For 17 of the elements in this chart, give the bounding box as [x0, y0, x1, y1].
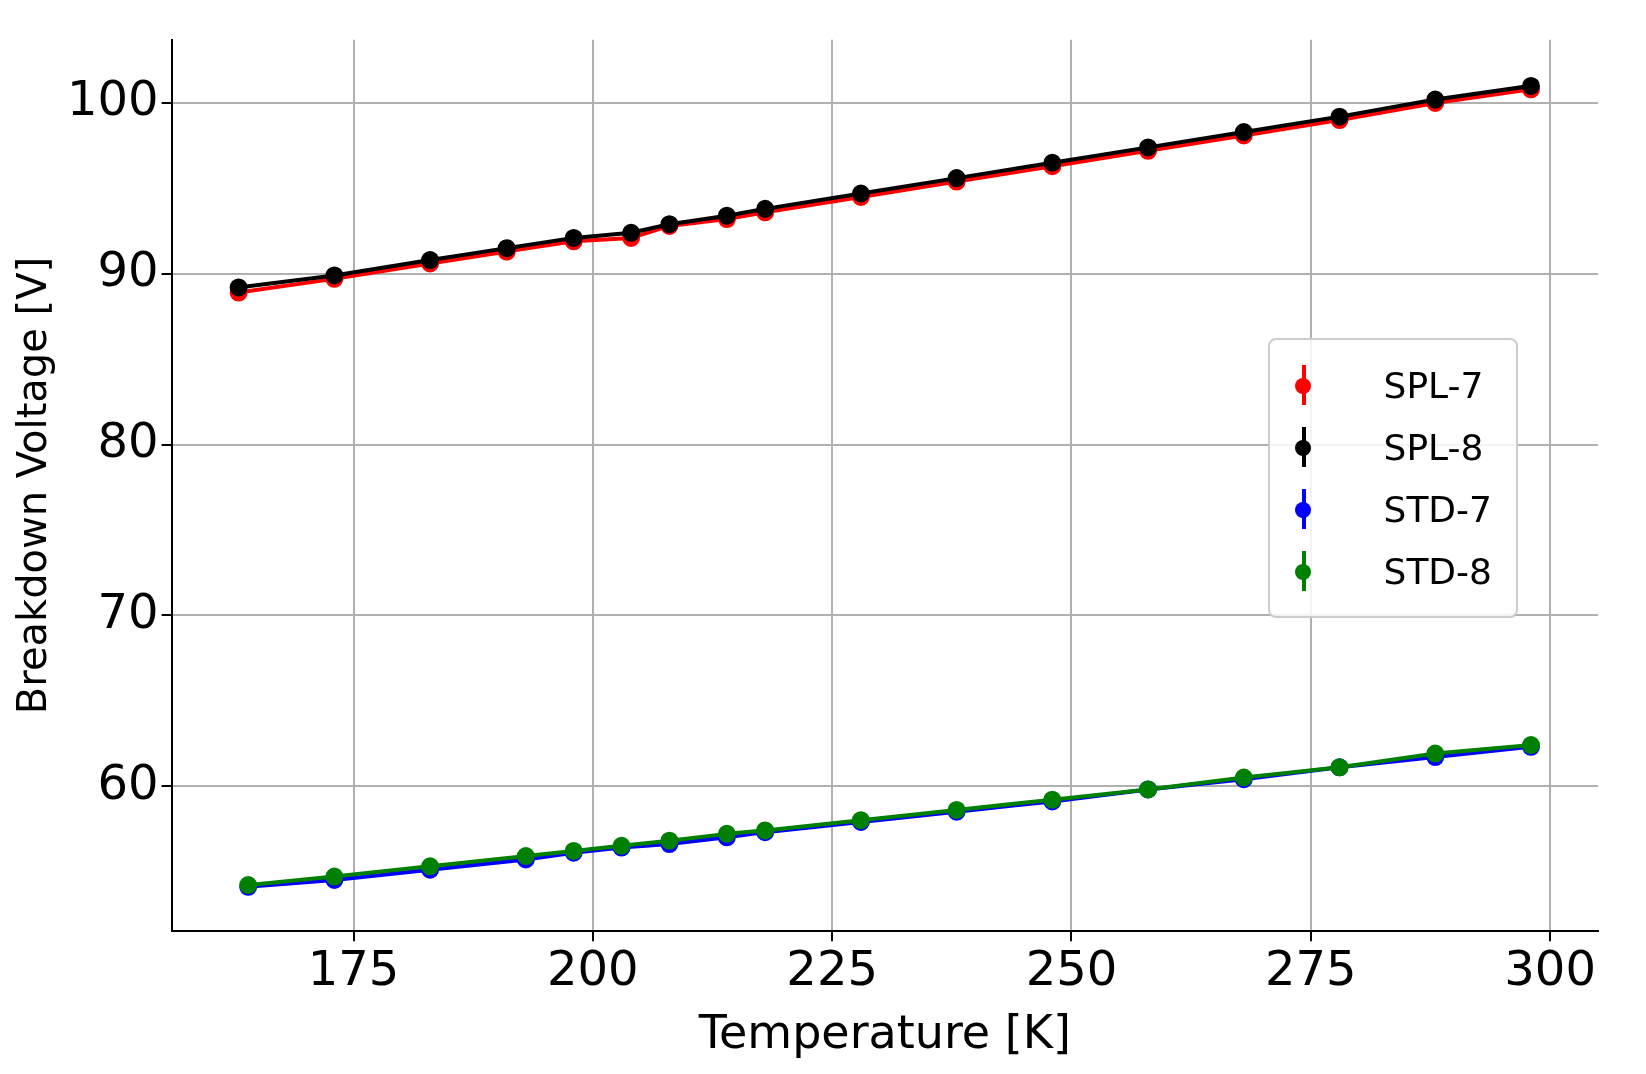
legend-label: SPL-7 — [1383, 364, 1484, 406]
y-tick-label: 90 — [97, 241, 159, 298]
y-axis-title: Breakdown Voltage [V] — [9, 256, 56, 715]
y-tick-label: 80 — [97, 411, 159, 468]
y-tick-label: 60 — [97, 753, 159, 810]
legend-label: STD-7 — [1383, 488, 1492, 530]
x-tick-label: 225 — [786, 940, 878, 997]
x-axis-title: Temperature [K] — [697, 1005, 1071, 1060]
x-tick-label: 200 — [547, 940, 639, 997]
legend-label: STD-8 — [1383, 550, 1492, 592]
legend-label: SPL-8 — [1383, 426, 1484, 468]
x-tick-label: 250 — [1025, 940, 1118, 997]
x-tick-label: 300 — [1504, 940, 1596, 997]
y-tick-label: 100 — [66, 70, 159, 127]
y-tick-label: 70 — [97, 582, 159, 639]
x-tick-label: 175 — [307, 940, 400, 997]
x-tick-label: 275 — [1265, 940, 1357, 997]
